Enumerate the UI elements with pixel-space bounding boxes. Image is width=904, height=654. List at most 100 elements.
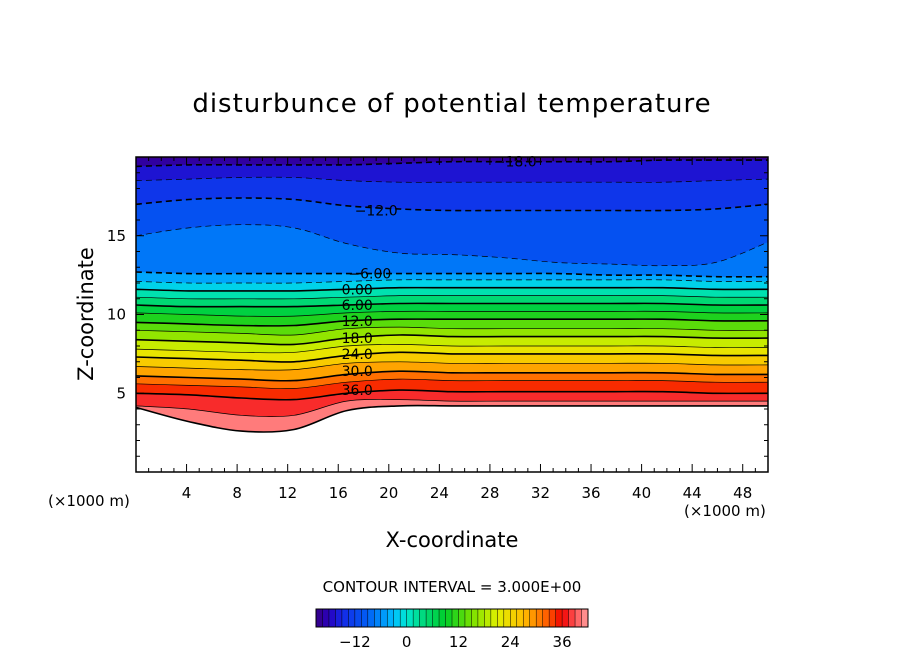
contour-label: 36.0: [342, 383, 373, 399]
contour-label: 6.00: [342, 298, 373, 314]
x-tick-label: 8: [232, 484, 242, 502]
contour-line: [136, 361, 768, 371]
colorbar-cell: [380, 609, 388, 627]
contour-line: [136, 176, 768, 183]
colorbar-cell: [341, 609, 349, 627]
colorbar-cell: [568, 609, 576, 627]
contour-fill-band: [136, 157, 768, 167]
contour-label: 24.0: [342, 347, 373, 363]
colorbar-cell: [471, 609, 479, 627]
axis-ticks: [136, 157, 768, 472]
colorbar-tick-label: 0: [402, 633, 412, 651]
contour-label: 18.0: [342, 331, 373, 347]
contour-label-text: 30.0: [342, 364, 373, 380]
contour-label-text: 24.0: [342, 347, 373, 363]
colorbar-cell: [516, 609, 524, 627]
colorbar-cell: [354, 609, 362, 627]
x-tick-label: 28: [480, 484, 499, 502]
x-tick-labels: 4 8 12 16 20 24 28 32 36 40 44 48: [182, 484, 752, 502]
colorbar-cell: [477, 609, 485, 627]
y-axis-label: Z-coordinate: [74, 247, 98, 381]
contour-line: [136, 326, 768, 336]
filled-contours: [136, 157, 768, 433]
contour-label: 12.0: [342, 314, 373, 330]
x-tick-label: 44: [683, 484, 702, 502]
contour-line: [136, 302, 768, 308]
contour-label: 30.0: [342, 364, 373, 380]
contour-interval-text: CONTOUR INTERVAL = 3.000E+00: [323, 578, 582, 596]
colorbar-cell: [406, 609, 414, 627]
contour-label-text: 0.00: [342, 282, 373, 298]
x-tick-label: 4: [182, 484, 192, 502]
colorbar-cell: [575, 609, 582, 627]
colorbar-cell: [400, 609, 407, 627]
colorbar-cell: [361, 609, 369, 627]
contour-line: [136, 271, 768, 278]
contour-label-text: 6.00: [342, 298, 373, 314]
y-unit-label: (×1000 m): [48, 492, 130, 510]
colorbar-cell: [387, 609, 395, 627]
contour-line: [136, 399, 768, 417]
colorbar-cell: [523, 609, 531, 627]
colorbar-cell: [419, 609, 427, 627]
contour-label-text: 12.0: [342, 314, 373, 330]
colorbar-cell: [484, 609, 492, 627]
colorbar-cell: [413, 609, 420, 627]
colorbar-cell: [445, 609, 453, 627]
x-tick-label: 48: [733, 484, 752, 502]
contour-line: [136, 224, 768, 267]
colorbar-tick-label: 24: [501, 633, 520, 651]
y-tick-label: 15: [107, 227, 126, 245]
contour-line: [136, 378, 768, 390]
colorbar-cell: [348, 609, 356, 627]
colorbar-cell: [529, 609, 537, 627]
contour-line: [136, 334, 768, 346]
contour-line: [136, 159, 768, 168]
colorbar-cell: [555, 609, 563, 627]
colorbar-cell: [316, 609, 323, 627]
colorbar-cell: [497, 609, 505, 627]
colorbar-cell: [464, 609, 472, 627]
contour-line: [136, 370, 768, 382]
colorbar: [315, 608, 589, 628]
colorbar-cell: [432, 609, 440, 627]
colorbar-tick-label: −12: [339, 633, 371, 651]
y-tick-label: 10: [107, 306, 126, 324]
colorbar-cell: [549, 609, 556, 627]
contour-label-text: −18.0: [494, 155, 537, 171]
x-tick-label: 12: [278, 484, 297, 502]
colorbar-cell: [452, 609, 459, 627]
colorbar-cell: [335, 609, 343, 627]
colorbar-tick-label: 12: [449, 633, 468, 651]
colorbar-cell: [510, 609, 518, 627]
contour-lines: [136, 159, 768, 433]
x-axis-label: X-coordinate: [386, 528, 519, 552]
contour-label: −6.00: [348, 267, 391, 283]
colorbar-cell: [328, 609, 336, 627]
colorbar-cell: [458, 609, 466, 627]
contour-label-text: 18.0: [342, 331, 373, 347]
contour-line: [136, 389, 768, 401]
x-tick-label: 36: [581, 484, 600, 502]
colorbar-tick-label: 36: [553, 633, 572, 651]
y-tick-label: 5: [116, 384, 126, 402]
x-tick-label: 32: [531, 484, 550, 502]
contour-line: [136, 310, 768, 317]
x-tick-label: 20: [379, 484, 398, 502]
contour-line: [136, 197, 768, 212]
colorbar-cell: [439, 609, 446, 627]
contour-line: [136, 351, 768, 363]
colorbar-cell: [374, 609, 382, 627]
x-unit-label: (×1000 m): [684, 502, 766, 520]
y-tick-labels: 5 10 15: [107, 227, 126, 403]
colorbar-cell: [426, 609, 433, 627]
colorbar-tick-labels: −12 0 12 24 36: [339, 633, 572, 651]
colorbar-cell: [536, 609, 543, 627]
contour-label: 0.00: [342, 282, 373, 298]
contour-line: [136, 279, 768, 284]
colorbar-cell: [393, 609, 401, 627]
x-tick-label: 24: [430, 484, 449, 502]
contour-line: [136, 344, 768, 354]
